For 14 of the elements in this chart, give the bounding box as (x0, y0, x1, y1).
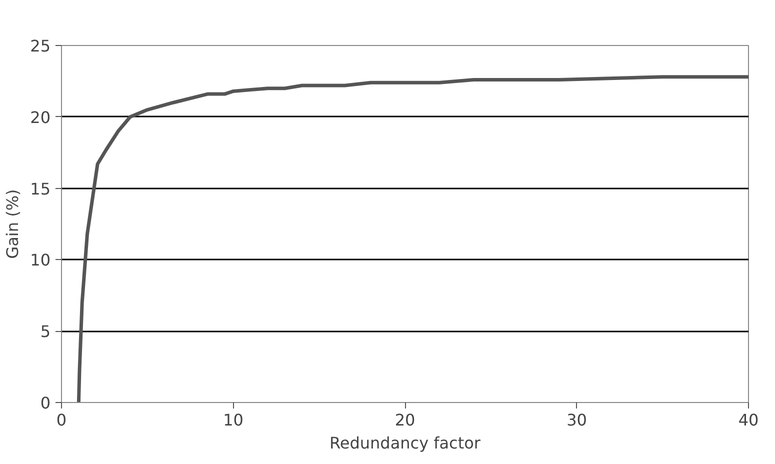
y-tick-label: 10 (30, 250, 50, 270)
x-tick-label: 30 (566, 410, 587, 430)
y-tick-label: 15 (30, 179, 50, 198)
y-tick-label: 5 (40, 322, 51, 342)
x-tick-label: 10 (223, 410, 244, 430)
x-tick-label: 40 (738, 410, 759, 430)
y-tick-label: 0 (40, 394, 51, 412)
y-axis-title: Gain (%) (3, 189, 22, 259)
x-axis-title: Redundancy factor (329, 434, 481, 452)
line-series (76, 75, 748, 402)
x-tick-label: 0 (56, 410, 67, 430)
y-tick-label: 20 (30, 108, 50, 127)
x-tick-label: 20 (394, 410, 416, 430)
y-tick-label: 25 (30, 36, 50, 56)
